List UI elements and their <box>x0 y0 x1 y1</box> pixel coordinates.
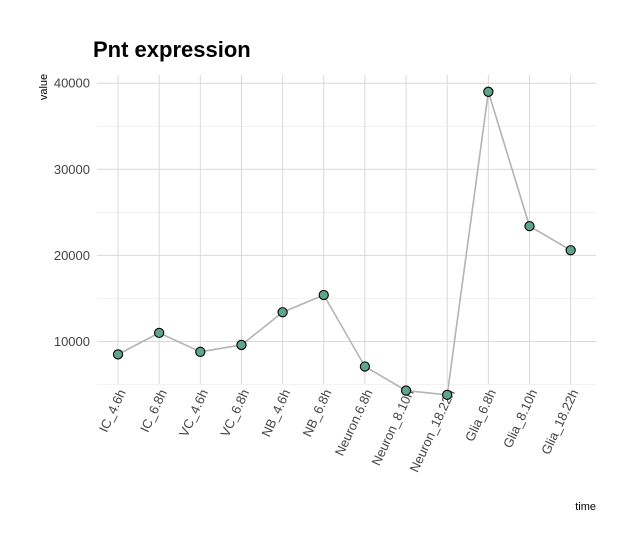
x-tick-label: IC_4.6h <box>96 387 129 435</box>
data-point <box>565 245 576 256</box>
y-axis-title: value <box>38 74 50 100</box>
data-point <box>318 289 329 301</box>
x-axis-title: time <box>575 501 596 513</box>
data-point <box>236 339 247 351</box>
data-point <box>277 307 288 318</box>
data-point <box>483 86 494 97</box>
data-point <box>112 349 124 360</box>
data-point <box>153 327 165 339</box>
x-tick-label: Neuron_8.10h <box>368 387 416 468</box>
series-layer <box>112 86 576 401</box>
x-tick-label: Glia_6.8h <box>462 387 499 444</box>
grid <box>97 75 596 385</box>
x-tick-label: Glia_8.10h <box>500 387 540 450</box>
x-tick-label: VC_6.8h <box>217 387 252 439</box>
x-tick-label: NB_6.8h <box>299 387 334 439</box>
y-tick-label: 30000 <box>54 162 90 177</box>
series-line <box>117 91 572 396</box>
chart-title: Pnt expression <box>93 37 251 62</box>
y-tick-label: 20000 <box>54 248 90 263</box>
data-point <box>524 220 535 232</box>
x-tick-label: IC_6.8h <box>137 387 170 435</box>
y-axis-ticks: 10000 20000 30000 40000 <box>54 76 90 349</box>
x-tick-label: Glia_18.22h <box>538 387 581 457</box>
x-axis-ticks: IC_4.6h IC_6.8h VC_4.6h VC_6.8h NB_4.6h NB_6.… <box>96 387 581 475</box>
x-tick-label: Neuron.6.8h <box>332 387 376 458</box>
y-tick-label: 40000 <box>54 76 90 91</box>
data-point <box>195 346 206 357</box>
x-tick-label: VC_4.6h <box>176 387 211 439</box>
data-point <box>400 385 412 396</box>
x-tick-label: Neuron_18.22h <box>406 387 457 475</box>
x-tick-label: NB_4.6h <box>258 387 293 439</box>
data-point <box>359 361 371 372</box>
y-tick-label: 10000 <box>54 334 90 349</box>
data-point <box>442 389 453 401</box>
